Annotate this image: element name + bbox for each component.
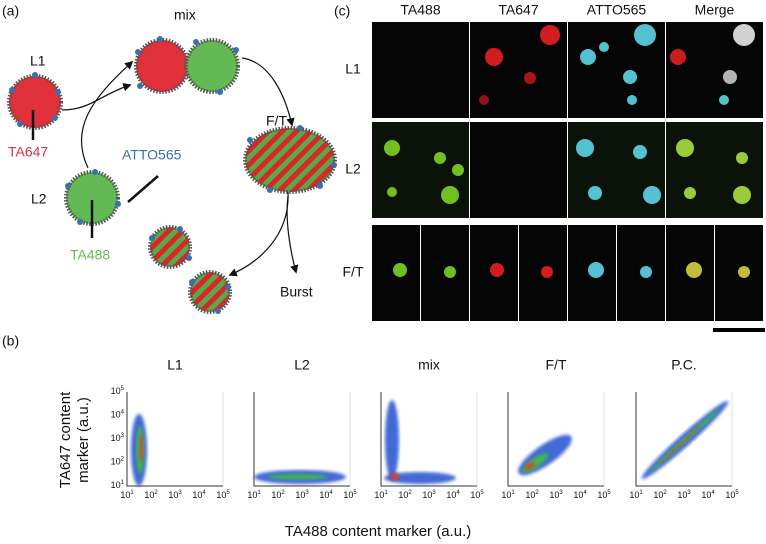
tick-label: 105 bbox=[343, 490, 357, 501]
column-header: Merge bbox=[695, 2, 735, 18]
node-label: L1 bbox=[30, 53, 46, 69]
tick-label: 101 bbox=[111, 480, 125, 491]
panel-label: (b) bbox=[2, 333, 19, 349]
tick-label: 101 bbox=[247, 490, 261, 501]
microscopy-grid: TA488 TA647 ATTO565 Merge L1 L2 F/T bbox=[343, 2, 763, 321]
y-axis-label: TA647 content bbox=[57, 391, 74, 488]
column-header: TA488 bbox=[400, 2, 440, 18]
tick-label: 104 bbox=[446, 490, 460, 501]
tick-label: 102 bbox=[111, 456, 125, 467]
tick-label: 105 bbox=[597, 490, 611, 501]
tick-label: 102 bbox=[398, 490, 412, 501]
tick-label: 105 bbox=[725, 490, 739, 501]
micrograph bbox=[372, 22, 469, 118]
axes bbox=[126, 392, 223, 487]
tick-label: 101 bbox=[501, 490, 515, 501]
row-label: L2 bbox=[345, 161, 361, 177]
axes bbox=[253, 392, 350, 487]
axes bbox=[635, 392, 732, 487]
tick-label: 104 bbox=[111, 409, 125, 420]
tick-label: 105 bbox=[470, 490, 484, 501]
plot-title: F/T bbox=[546, 357, 567, 373]
node-label: L2 bbox=[31, 191, 47, 207]
tick-label: 101 bbox=[629, 490, 643, 501]
tick-label: 101 bbox=[120, 490, 134, 501]
plot-title: L2 bbox=[294, 357, 310, 373]
x-axis-label: TA488 content marker (a.u.) bbox=[285, 523, 471, 540]
micrograph bbox=[666, 122, 763, 218]
tick-label: 105 bbox=[216, 490, 230, 501]
node-label: Burst bbox=[280, 284, 313, 300]
tick-label: 103 bbox=[295, 490, 309, 501]
dye-label: TA647 bbox=[8, 144, 48, 160]
row-label: F/T bbox=[343, 264, 364, 280]
tick-label: 104 bbox=[192, 490, 206, 501]
axes bbox=[507, 392, 604, 487]
tick-label: 103 bbox=[422, 490, 436, 501]
micrograph bbox=[470, 122, 567, 218]
tick-label: 105 bbox=[111, 386, 125, 397]
column-header: ATTO565 bbox=[587, 2, 647, 18]
plot-title: P.C. bbox=[671, 357, 696, 373]
tick-label: 103 bbox=[111, 433, 125, 444]
tick-label: 103 bbox=[677, 490, 691, 501]
column-header: TA647 bbox=[498, 2, 538, 18]
node-label: F/T bbox=[266, 113, 287, 129]
dye-label: TA488 bbox=[70, 247, 110, 263]
tick-label: 102 bbox=[525, 490, 539, 501]
node-label: mix bbox=[174, 7, 196, 23]
axes bbox=[380, 392, 477, 487]
tick-label: 104 bbox=[701, 490, 715, 501]
tick-label: 104 bbox=[319, 490, 333, 501]
tick-label: 103 bbox=[549, 490, 563, 501]
plot-title: L1 bbox=[167, 357, 183, 373]
tick-label: 102 bbox=[144, 490, 158, 501]
tick-label: 101 bbox=[374, 490, 388, 501]
tick-label: 102 bbox=[271, 490, 285, 501]
plot-title: mix bbox=[418, 357, 440, 373]
dye-label: ATTO565 bbox=[122, 147, 182, 163]
y-axis-label: marker (a.u.) bbox=[75, 397, 92, 483]
tick-label: 104 bbox=[573, 490, 587, 501]
panel-label: (c) bbox=[334, 3, 350, 19]
diagram: L1 mix F/T L2 Burst TA647 ATTO565 TA488 bbox=[7, 7, 337, 314]
tick-label: 102 bbox=[653, 490, 667, 501]
row-label: L1 bbox=[345, 61, 361, 77]
tick-label: 103 bbox=[168, 490, 182, 501]
panel-label: (a) bbox=[2, 3, 19, 19]
